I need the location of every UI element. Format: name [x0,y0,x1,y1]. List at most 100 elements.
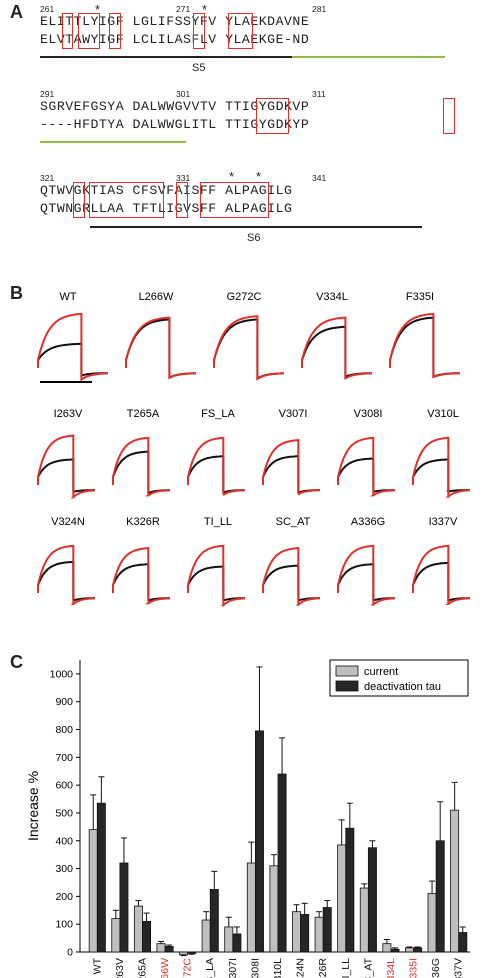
trace-label: FS_LA [201,408,235,420]
trace-label: I263V [54,408,83,420]
bar-deactivation-tau [209,889,219,953]
substitution-box [89,182,164,218]
trace-black [112,563,171,602]
y-tick-label: 200 [55,891,73,903]
residue-number: 341 [312,173,327,183]
substitution-box [443,98,455,134]
bar-deactivation-tau [322,907,332,953]
panel-label-b: B [10,283,23,303]
trace-black [37,458,95,493]
trace-label: A336G [351,516,385,528]
bar-deactivation-tau [232,933,242,953]
x-tick-label: I337V [453,958,465,978]
asterisk: * [256,169,262,184]
trace-black [37,342,109,377]
trace-label: WT [59,291,76,303]
trace-label: F335I [406,291,434,303]
trace-label: SC_AT [276,516,311,528]
bar-deactivation-tau [119,862,129,953]
trace-red [112,546,171,605]
y-tick-label: 800 [55,724,73,736]
bar-current [201,919,211,953]
x-tick-label: K326R [317,958,329,978]
asterisk: * [229,169,235,184]
bar-deactivation-tau [164,946,174,953]
trace-label: G272C [227,291,262,303]
x-tick-label: G272C [182,958,194,978]
bar-current [111,918,121,953]
y-tick-label: 900 [55,696,73,708]
trace-label: V324N [51,516,85,528]
substitution-box [176,182,188,218]
residue-number: 261 [40,4,55,14]
y-tick-label: 500 [55,807,73,819]
bar-current [404,947,414,953]
panel-label-c: C [10,652,23,672]
substitution-box [62,13,73,49]
bar-deactivation-tau [187,951,197,954]
x-tick-label: V308I [249,958,261,978]
trace-black [213,318,285,381]
y-axis-label: Increase % [25,771,41,841]
trace-black [412,561,471,602]
substitution-box [200,182,269,218]
bar-current [359,887,369,953]
bar-deactivation-tau [277,773,287,953]
bar-current [450,809,460,953]
x-tick-label: V324N [295,958,307,978]
bar-current [179,951,189,956]
y-tick-label: 100 [55,919,73,931]
trace-black [112,450,171,494]
residue-number: 271 [176,4,191,14]
loop-line [292,56,445,58]
legend-label: current [364,666,398,678]
substitution-box [109,13,121,49]
segment-label-s5: S5 [192,62,206,74]
residue-number: 281 [312,4,327,14]
trace-red [262,546,321,606]
panel-label-a: A [10,2,23,22]
trace-red [337,436,396,497]
residue-number: 291 [40,89,55,99]
substitution-box [256,98,289,134]
x-tick-label: SC_AT [362,957,374,978]
trace-red [389,312,461,379]
bar-deactivation-tau [96,802,106,953]
s5-helix-line [40,56,363,58]
bar-current [382,943,392,953]
bar-current [269,865,279,953]
substitution-box [78,13,100,49]
trace-label: V310L [427,408,459,420]
bar-current [224,926,234,953]
trace-label: K326R [126,516,160,528]
substitution-box [228,13,253,49]
bar-deactivation-tau [300,914,310,953]
bar-current [314,916,324,953]
trace-black [37,560,96,602]
trace-black [187,455,246,494]
x-tick-label: V334L [385,958,397,978]
bar-current [337,844,347,953]
trace-black [337,563,396,602]
y-tick-label: 300 [55,863,73,875]
current-traces: WT L266W G272C V334L F335I I263V T265A FS_LA V30… [37,291,471,607]
trace-black [337,457,395,493]
trace-label: I337V [429,516,458,528]
sequence-row-2: ----HFDTYA DALWWGLITL TTIGYGDKYP [40,117,310,132]
x-tick-label: V310L [272,958,284,978]
y-tick-label: 0 [67,947,73,959]
trace-black [389,316,460,378]
trace-red [187,436,246,496]
bar-deactivation-tau [390,948,400,953]
bar-current [133,905,143,953]
sequence-row-1: QTWVGKTIAS CFSVFAISFF ALPAGILG [40,183,293,198]
bar-deactivation-tau [142,921,152,953]
sequence-row-1: ELITTLYIGF LGLIFSSYFV YLAEKDAVNE [40,14,310,29]
trace-red [37,544,96,605]
bar-chart: 0 100 200 300 400 500 600 700 800 900 1000 Increase… [25,659,470,978]
asterisk: * [202,2,208,17]
legend-label: deactivation tau [364,681,441,693]
x-tick-label: TI_LL [340,958,352,978]
bar-current [156,943,166,953]
bar-deactivation-tau [413,947,423,953]
